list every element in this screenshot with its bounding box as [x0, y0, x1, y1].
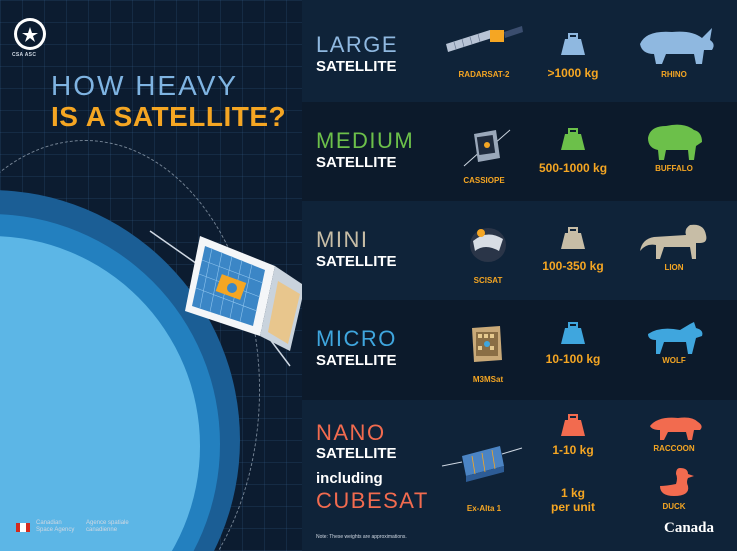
title-line1: HOW HEAVY: [51, 70, 239, 101]
right-panel: LARGE SATELLITE RADARSAT-2 >1000 kg RHIN…: [302, 0, 737, 551]
weight-value-unit: 1 kg: [560, 486, 585, 500]
row-mini: MINI SATELLITE SCISAT 100-350 kg LION: [302, 201, 737, 300]
duck-icon: [660, 468, 694, 496]
size-label: NANO: [316, 420, 386, 445]
animal-name-secondary: DUCK: [662, 502, 686, 511]
cassiope-icon: [463, 129, 511, 167]
star-icon: [22, 27, 38, 42]
radarsat-icon: [446, 26, 523, 52]
row-nano: NANO SATELLITE including CUBESAT Ex-Alta…: [302, 400, 737, 551]
title-line2: IS A SATELLITE?: [51, 101, 287, 132]
animal-name: LION: [664, 263, 684, 272]
left-panel: CSA ASC HOW HEAVY IS A SATELLITE? Canadi…: [0, 0, 302, 551]
size-label: MINI: [316, 227, 369, 252]
raccoon-icon: [650, 417, 702, 440]
logo-text: CSA ASC: [12, 52, 37, 58]
footer-agency: Canadian Space Agency Agence spatiale ca…: [16, 520, 130, 534]
cubesat-label: CUBESAT: [316, 488, 429, 513]
weight-icon: [561, 414, 585, 436]
weight-icon: [561, 33, 585, 55]
satellite-label: SATELLITE: [316, 154, 397, 171]
satellite-label: SATELLITE: [316, 445, 397, 462]
satellite-name: RADARSAT-2: [458, 70, 510, 79]
weight-value: 1-10 kg: [552, 443, 594, 457]
weight-icon: [561, 227, 585, 249]
including-label: including: [316, 470, 383, 487]
weight-value: 10-100 kg: [545, 352, 601, 366]
animal-name: WOLF: [662, 356, 686, 365]
animal-name: RHINO: [661, 70, 687, 79]
weight-icon: [561, 322, 585, 344]
satellite-label: SATELLITE: [316, 58, 397, 75]
canada-flag-icon: [16, 522, 30, 532]
buffalo-icon: [648, 124, 702, 160]
ex-alta-icon: [441, 446, 523, 482]
satellite-name: CASSIOPE: [463, 176, 505, 185]
row-medium: MEDIUM SATELLITE CASSIOPE 500-1000 kg BU…: [302, 102, 737, 201]
size-label: MEDIUM: [316, 128, 415, 153]
satellite-name: SCISAT: [473, 276, 503, 285]
weight-icon: [561, 128, 585, 150]
scisat-icon: [470, 228, 506, 262]
weight-value-per-unit: per unit: [551, 500, 595, 514]
canada-wordmark: Canada: [664, 520, 715, 536]
lion-icon: [640, 224, 707, 259]
m3msat-icon: [472, 326, 502, 362]
row-large: LARGE SATELLITE RADARSAT-2 >1000 kg RHIN…: [302, 0, 737, 102]
wolf-icon: [648, 322, 703, 354]
animal-name: BUFFALO: [655, 164, 693, 173]
animal-name: RACCOON: [653, 444, 695, 453]
satellite-label: SATELLITE: [316, 352, 397, 369]
weight-value: 100-350 kg: [542, 259, 604, 273]
satellite-illustration: [149, 230, 302, 367]
csa-logo: [14, 18, 46, 50]
footnote: Note: These weights are approximations.: [316, 534, 407, 540]
size-label: LARGE: [316, 32, 399, 57]
satellite-name: M3MSat: [472, 375, 504, 384]
weight-value: >1000 kg: [547, 66, 599, 80]
satellite-label: SATELLITE: [316, 253, 397, 270]
weight-value: 500-1000 kg: [538, 161, 608, 175]
size-label: MICRO: [316, 326, 397, 351]
row-micro: MICRO SATELLITE M3MSat 10-100 kg WOLF: [302, 300, 737, 400]
rhino-icon: [640, 28, 714, 64]
satellite-name: Ex-Alta 1: [466, 504, 502, 513]
agency-name-fr: Agence spatiale canadienne: [86, 520, 129, 533]
agency-name-en: Canadian Space Agency: [36, 520, 75, 533]
